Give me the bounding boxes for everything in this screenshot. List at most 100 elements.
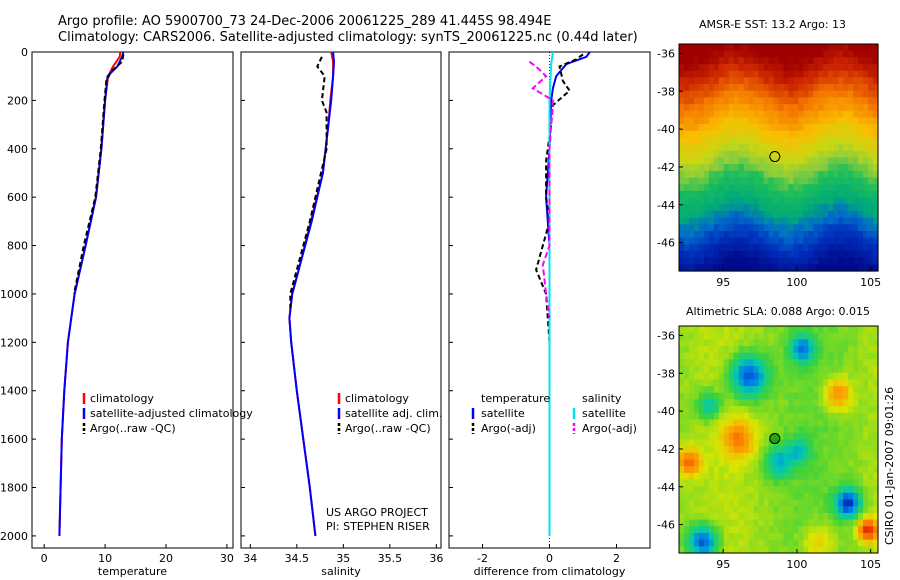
map-cell (813, 257, 819, 265)
map-cell (868, 117, 874, 125)
map-cell (773, 44, 780, 52)
map-cell (763, 346, 770, 354)
map-cell (828, 97, 834, 105)
map-cell (853, 190, 859, 199)
map-cell (843, 412, 849, 421)
map-cell (803, 446, 809, 454)
map-cell (818, 399, 824, 407)
map-cell (868, 519, 874, 527)
map-cell (778, 426, 785, 434)
map-cell (818, 439, 824, 447)
map-cell (813, 184, 819, 192)
map-cell (783, 157, 790, 165)
map-cell (833, 486, 839, 494)
map-cell (853, 439, 859, 447)
map-cell (748, 426, 755, 434)
map-cell (683, 84, 690, 92)
map-cell (713, 90, 720, 99)
map-cell (683, 137, 690, 145)
map-cell (758, 406, 765, 414)
map-cell (758, 50, 765, 58)
map-cell (768, 190, 775, 199)
map-cell (803, 546, 809, 554)
map-cell (853, 506, 859, 514)
map-cell (728, 230, 735, 239)
map-cell (768, 359, 775, 367)
map-cell (828, 84, 834, 92)
map-cell (808, 190, 814, 199)
map-cell (713, 426, 720, 434)
map-cell (803, 217, 809, 225)
map-cell (703, 197, 710, 205)
map-cell (783, 352, 790, 360)
map-cell (818, 359, 824, 367)
map-cell (748, 257, 755, 265)
map-cell (683, 446, 690, 454)
map-cell (813, 399, 819, 407)
map-cell (793, 210, 799, 219)
map-cell (848, 130, 854, 139)
map-cell (818, 379, 824, 387)
map-cell (778, 466, 785, 474)
map-cell (828, 406, 834, 414)
map-cell (808, 519, 814, 527)
map-cell (868, 144, 874, 152)
map-cell (723, 406, 730, 414)
map-cell (788, 50, 795, 58)
map-cell (733, 130, 740, 139)
map-cell (758, 532, 765, 541)
map-cell (688, 124, 695, 132)
map-cell (683, 392, 690, 401)
map-cell (823, 352, 829, 360)
map-cell (803, 117, 809, 125)
map-cell (863, 346, 869, 354)
map-cell (683, 386, 690, 394)
map-cell (768, 97, 775, 105)
map-cell (773, 452, 780, 461)
map-cell (783, 486, 790, 494)
map-cell (843, 130, 849, 139)
map-cell (683, 492, 690, 501)
map-cell (713, 177, 720, 185)
map-cell (683, 479, 690, 487)
map-cell (679, 539, 685, 547)
map-cell (693, 197, 700, 205)
map-cell (753, 426, 760, 434)
map-cell (688, 150, 695, 159)
map-cell (688, 50, 695, 58)
map-cell (723, 144, 730, 152)
map-cell (679, 257, 685, 265)
map-cell (743, 446, 750, 454)
map-cell (748, 499, 755, 507)
map-cell (783, 479, 790, 487)
map-cell (698, 346, 705, 354)
map-cell (823, 150, 829, 159)
map-cell (683, 519, 690, 527)
map-cell (828, 379, 834, 387)
map-cell (683, 237, 690, 245)
map-cell (778, 84, 785, 92)
map-cell (833, 250, 839, 259)
map-cell (693, 230, 700, 239)
map-cell (718, 326, 725, 334)
map-cell (798, 137, 804, 145)
map-cell (818, 519, 824, 527)
map-cell (688, 264, 695, 272)
map-cell (778, 506, 785, 514)
map-cell (688, 326, 695, 334)
map-cell (783, 506, 790, 514)
map-cell (808, 466, 814, 474)
map-cell (838, 339, 844, 347)
map-cell (863, 439, 869, 447)
map-cell (823, 164, 829, 172)
map-cell (713, 546, 720, 554)
map-cell (803, 137, 809, 145)
map-cell (733, 77, 740, 85)
map-cell (858, 412, 864, 421)
map-cell (853, 532, 859, 541)
map-cell (843, 250, 849, 259)
map-cell (758, 512, 765, 521)
map-cell (823, 157, 829, 165)
map-cell (728, 519, 735, 527)
map-cell (738, 90, 745, 99)
